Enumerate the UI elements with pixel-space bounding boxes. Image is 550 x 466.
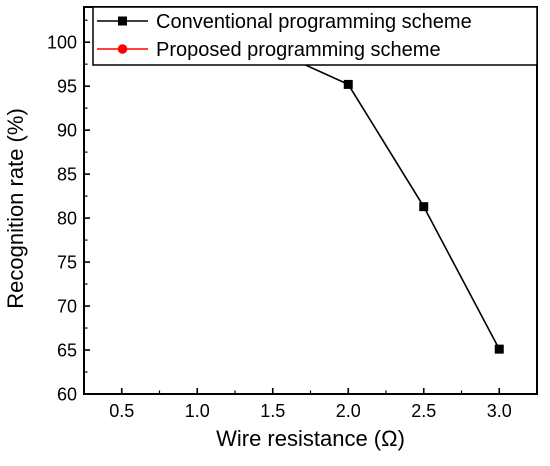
- x-tick-label: 2.0: [336, 401, 361, 421]
- series-line: [121, 41, 500, 350]
- series-0: [117, 37, 504, 354]
- data-point: [343, 79, 353, 89]
- x-tick-label: 1.5: [260, 401, 285, 421]
- tick-labels: 60 65 70 75 80 85 90 95 100 0.5 1.0 1.5 2.0 2.5 3.0: [47, 33, 512, 421]
- y-axis-label: Recognition rate (%): [3, 108, 28, 309]
- legend: Conventional programming scheme Proposed …: [92, 6, 538, 66]
- y-tick-label: 75: [57, 253, 77, 273]
- data-point: [419, 202, 429, 212]
- y-tick-label: 65: [57, 341, 77, 361]
- legend-marker: [118, 16, 127, 26]
- y-tick-label: 90: [57, 121, 77, 141]
- y-tick-label: 100: [47, 33, 77, 53]
- legend-marker: [117, 44, 128, 54]
- y-tick-label: 60: [57, 385, 77, 405]
- y-tick-label: 85: [57, 165, 77, 185]
- y-tick-label: 80: [57, 209, 77, 229]
- x-axis-label: Wire resistance (Ω): [216, 426, 405, 451]
- x-tick-label: 1.0: [185, 401, 210, 421]
- legend-box: [92, 6, 538, 66]
- x-tick-label: 0.5: [109, 401, 134, 421]
- x-tick-label: 3.0: [487, 401, 512, 421]
- x-tick-label: 2.5: [411, 401, 436, 421]
- series-layer: [116, 37, 505, 354]
- y-tick-label: 95: [57, 77, 77, 97]
- legend-label: Proposed programming scheme: [156, 39, 441, 61]
- axis-ticks: [84, 19, 501, 395]
- y-tick-label: 70: [57, 297, 77, 317]
- legend-label: Conventional programming scheme: [156, 11, 472, 33]
- data-point: [494, 344, 504, 354]
